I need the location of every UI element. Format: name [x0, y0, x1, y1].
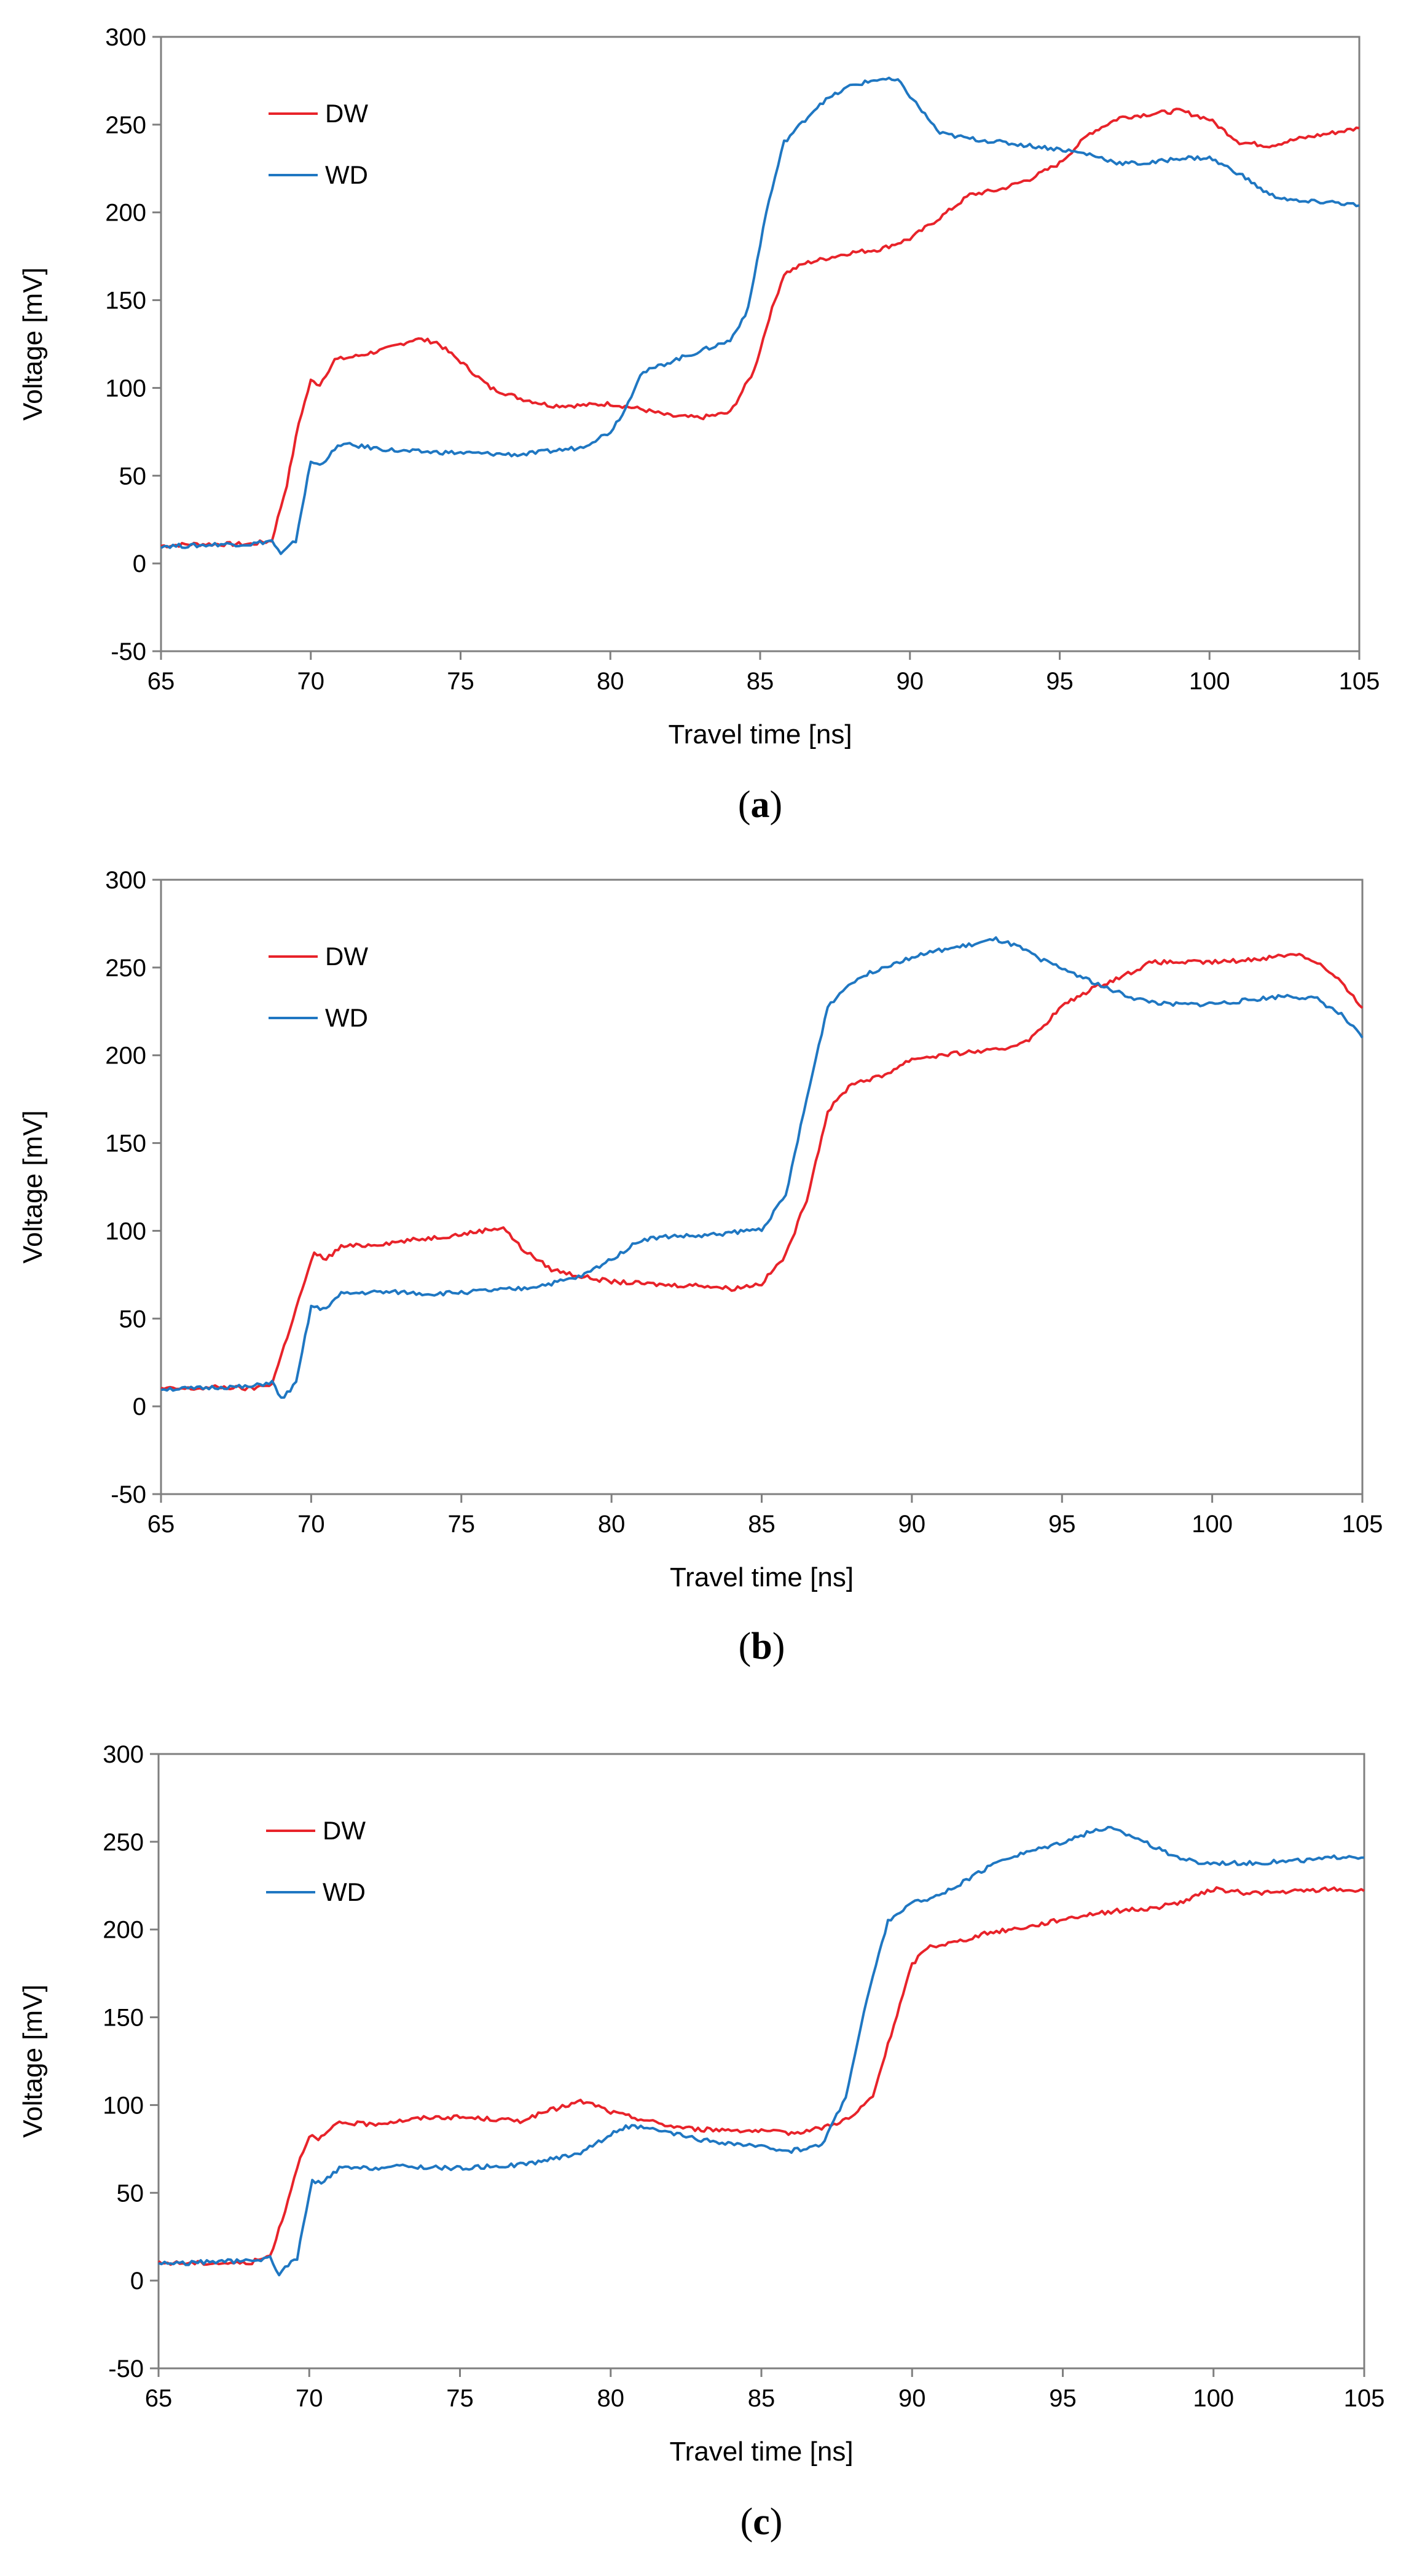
plot-frame	[157, 1753, 1365, 2370]
series-line-wd	[160, 936, 1364, 1399]
x-axis-title: Travel time [ns]	[670, 1562, 854, 1592]
x-tick-label: 65	[147, 668, 175, 695]
y-tick-label: 150	[105, 1130, 146, 1157]
y-tick-label: 50	[117, 2180, 144, 2207]
y-tick-label: 200	[103, 1917, 144, 1944]
x-tick-label: 85	[748, 1511, 776, 1538]
y-tick-label: -50	[108, 2355, 144, 2382]
x-tick-label: 105	[1342, 1511, 1383, 1538]
y-tick-label: 250	[105, 112, 146, 139]
y-axis-title: Voltage [mV]	[18, 1984, 48, 2137]
chart-panel-c: -50 0 50 100 150 200 250 300 65 70 75 80 85 90 95 100 10…	[18, 1741, 1384, 2543]
x-tick-label: 85	[748, 2385, 776, 2412]
x-tick-label: 90	[898, 2385, 926, 2412]
x-tick-label: 75	[447, 668, 474, 695]
y-tick-label: 300	[105, 24, 146, 51]
series-line-dw	[160, 952, 1364, 1392]
x-tick-label: 75	[448, 1511, 476, 1538]
y-tick-label: 0	[130, 2268, 144, 2295]
x-tick-label: 80	[597, 668, 624, 695]
x-tick-label: 105	[1344, 2385, 1385, 2412]
y-tick-label: 0	[133, 550, 146, 577]
y-tick-label: 150	[105, 288, 146, 315]
x-tick-label: 65	[145, 2385, 173, 2412]
x-axis-title: Travel time [ns]	[669, 2437, 853, 2467]
plot-frame	[160, 879, 1364, 1495]
panel-caption-letter: c	[753, 2501, 770, 2543]
y-tick-label: -50	[111, 1481, 146, 1508]
legend-label-dw: DW	[323, 1816, 366, 1845]
x-tick-label: 90	[898, 1511, 926, 1538]
x-tick-label: 100	[1192, 1511, 1233, 1538]
series-line-dw	[160, 108, 1360, 549]
y-axis-title: Voltage [mV]	[18, 1110, 48, 1263]
y-tick-label: 300	[105, 867, 146, 894]
y-tick-label: 100	[105, 1218, 146, 1245]
x-tick-label: 65	[147, 1511, 175, 1538]
y-tick-label: 200	[105, 200, 146, 227]
y-axis-title: Voltage [mV]	[18, 267, 48, 420]
x-axis-title: Travel time [ns]	[668, 719, 852, 750]
panel-caption-letter: a	[751, 784, 770, 826]
y-tick-label: 150	[103, 2005, 144, 2032]
y-tick-label: 100	[103, 2092, 144, 2119]
chart-panel-b: -50 0 50 100 150 200 250 300 65 70 75 80 85 90 95 100 10…	[18, 867, 1383, 1667]
legend-label-dw: DW	[325, 99, 368, 128]
y-tick-label: 50	[119, 1306, 147, 1333]
legend-label-wd: WD	[325, 160, 368, 189]
x-tick-label: 100	[1189, 668, 1230, 695]
series-line-wd	[160, 76, 1360, 555]
x-tick-label: 70	[297, 1511, 325, 1538]
x-tick-label: 95	[1048, 1511, 1076, 1538]
x-tick-label: 75	[446, 2385, 474, 2412]
x-tick-label: 70	[297, 668, 325, 695]
x-tick-label: 95	[1046, 668, 1074, 695]
panel-caption: (c)	[740, 2501, 783, 2543]
legend-label-wd: WD	[325, 1003, 368, 1032]
y-tick-label: 100	[105, 375, 146, 402]
y-tick-label: 200	[105, 1043, 146, 1070]
panel-caption: (b)	[739, 1626, 785, 1667]
y-tick-label: -50	[111, 638, 146, 665]
y-tick-label: 300	[103, 1741, 144, 1768]
y-tick-label: 250	[103, 1829, 144, 1856]
y-tick-label: 250	[105, 955, 146, 982]
panel-caption-letter: b	[751, 1626, 772, 1667]
x-tick-label: 90	[897, 668, 924, 695]
x-tick-label: 85	[747, 668, 774, 695]
chart-panel-a: -50 0 50 100 150 200 250 300 65 70 75 80 85 90 95 100 10…	[18, 24, 1380, 826]
y-tick-label: 50	[119, 463, 147, 490]
panel-caption: (a)	[738, 784, 782, 826]
x-tick-label: 95	[1049, 2385, 1077, 2412]
x-tick-label: 100	[1193, 2385, 1234, 2412]
x-tick-label: 105	[1339, 668, 1380, 695]
legend-label-dw: DW	[325, 942, 368, 971]
x-tick-label: 70	[296, 2385, 323, 2412]
plot-frame	[160, 36, 1361, 652]
legend-label-wd: WD	[323, 1877, 366, 1906]
y-tick-label: 0	[133, 1393, 146, 1420]
x-tick-label: 80	[598, 1511, 626, 1538]
series-line-dw	[157, 1886, 1365, 2266]
x-tick-label: 80	[597, 2385, 625, 2412]
series-line-wd	[158, 1826, 1365, 2277]
